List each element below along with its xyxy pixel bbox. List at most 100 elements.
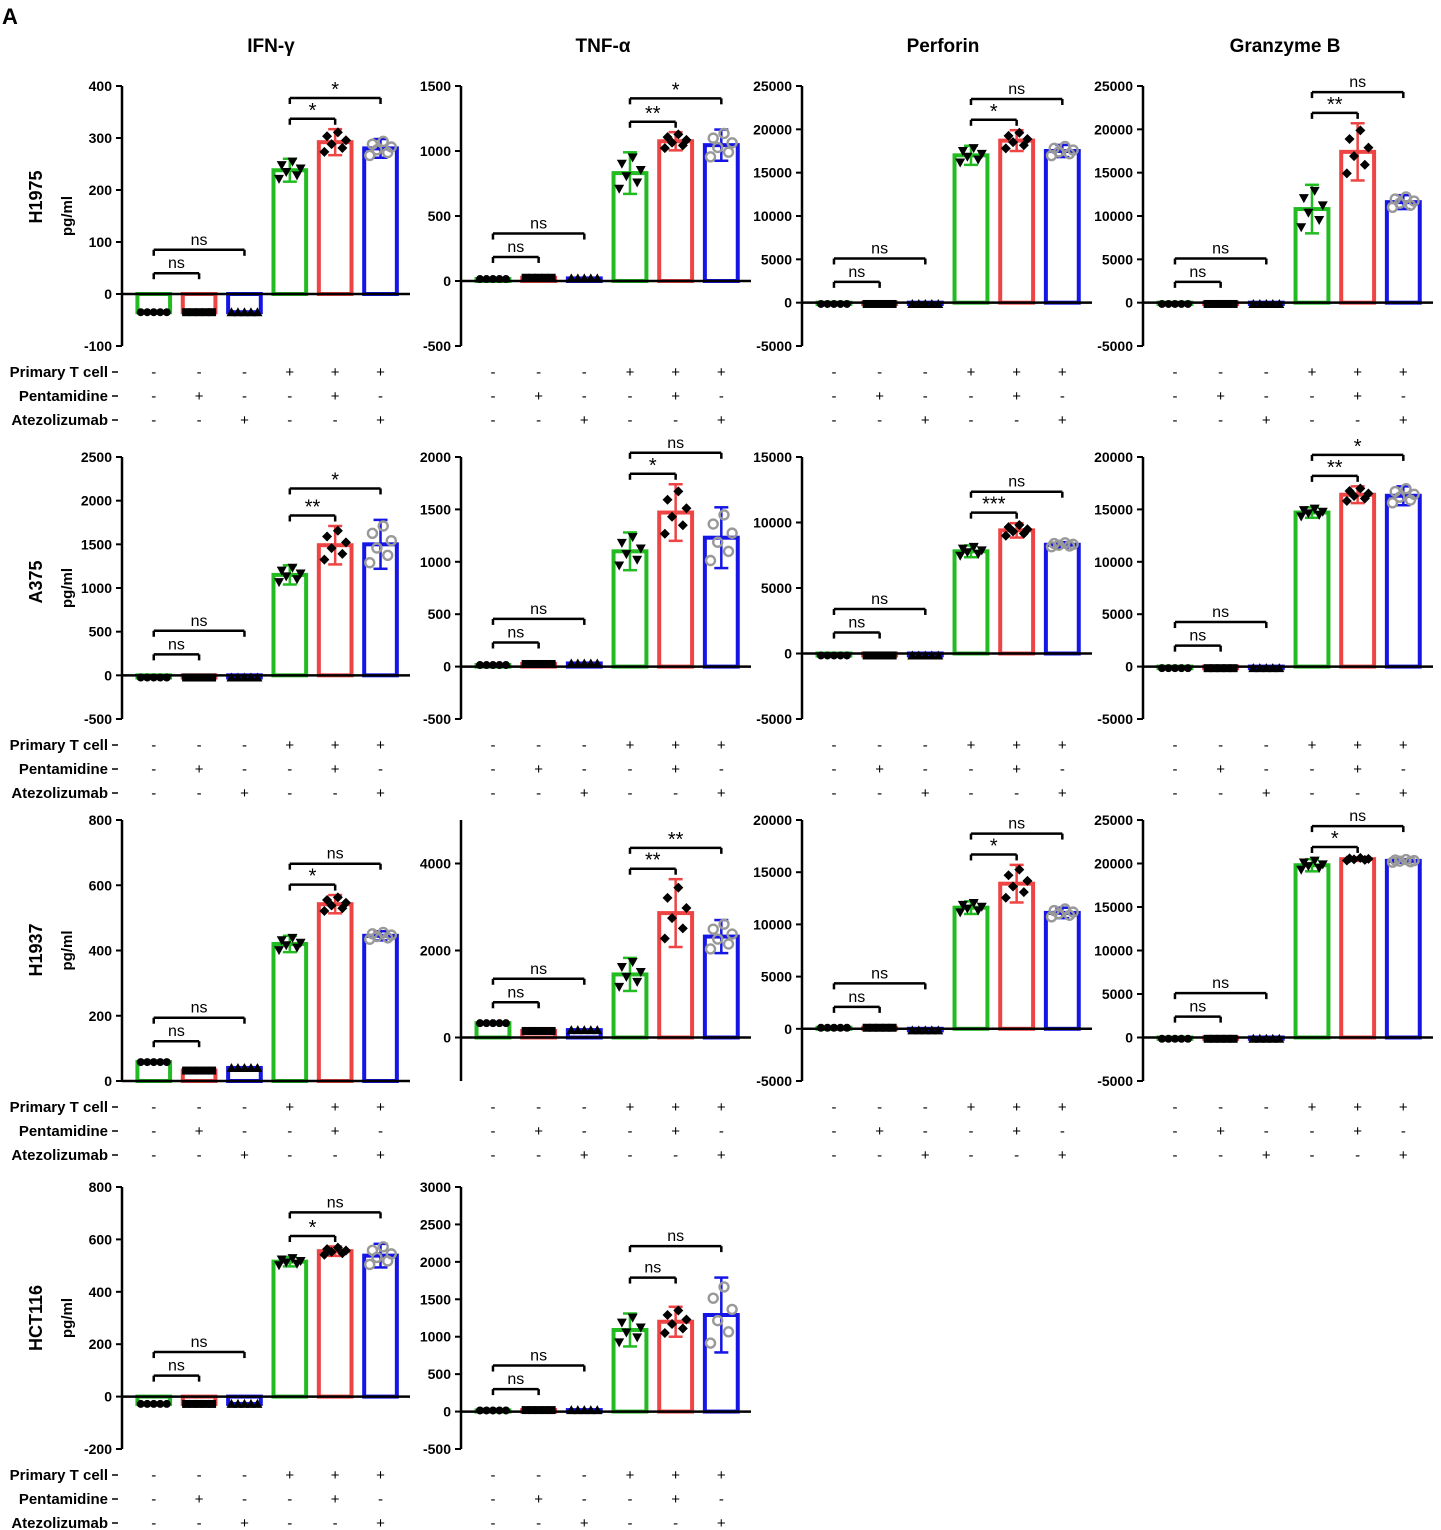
data-point [475,275,484,284]
significance-label: * [990,101,998,123]
data-point [201,1399,210,1408]
y-tick-label: 0 [443,659,451,675]
condition-sign: + [376,1147,385,1164]
condition-sign: + [921,412,930,429]
y-tick-label: 20000 [753,121,792,137]
y-tick-label: 400 [89,943,113,959]
data-point [726,928,738,940]
condition-sign: - [242,1123,247,1140]
y-tick-label: -100 [84,338,112,354]
significance-label: * [331,469,339,491]
condition-sign: + [1399,737,1408,754]
condition-sign: + [331,1491,340,1508]
condition-sign: + [285,1467,294,1484]
data-point [195,1066,204,1075]
condition-sign: + [376,1515,385,1530]
condition-sign: + [331,364,340,381]
y-tick-label: 600 [89,877,113,893]
data-point [621,172,632,182]
condition-label: Primary T cell [10,364,108,381]
data-point [495,1406,504,1415]
condition-sign: - [242,1491,247,1508]
condition-sign: - [1014,412,1019,429]
data-point [162,308,171,317]
data-point [245,1062,256,1072]
data-point [1341,496,1352,507]
condition-sign: - [197,1147,202,1164]
data-point [1183,1034,1192,1043]
data-point [1296,865,1307,875]
condition-sign: - [536,412,541,429]
data-point [340,897,351,908]
data-point [816,651,825,660]
condition-sign: - [627,412,632,429]
data-point [149,1058,158,1067]
data-point [1003,130,1014,141]
y-tick-label: 15000 [1094,899,1133,915]
y-tick-label: -500 [423,711,451,727]
data-point [704,151,717,163]
data-point [862,651,871,660]
y-tick-label: 1000 [81,580,112,596]
data-point [1203,299,1212,308]
bar-5 [316,1249,354,1399]
data-point [501,1406,510,1415]
y-tick-label: 2500 [81,449,112,465]
condition-sign: - [582,761,587,778]
condition-sign: - [1218,412,1223,429]
data-point [718,918,730,930]
data-point [528,659,537,668]
condition-sign: - [197,364,202,381]
data-point [475,1406,484,1415]
condition-sign: + [1058,1099,1067,1116]
data-point [627,958,638,968]
condition-sign: + [580,1147,589,1164]
data-point [667,511,678,522]
data-point [933,1025,944,1035]
condition-sign: + [195,388,204,405]
data-point [292,171,303,181]
data-point [1274,663,1285,673]
data-point [521,659,530,668]
data-point [1216,1034,1225,1043]
data-point [920,1025,931,1035]
condition-sign: - [490,785,495,802]
condition-sign: + [717,737,726,754]
condition-sign: - [831,412,836,429]
y-tick-label: -5000 [756,1073,792,1089]
significance-label: * [331,79,339,101]
data-point [245,307,256,317]
data-point [572,658,583,668]
data-point [322,1244,333,1255]
significance-label: ns [1212,240,1229,257]
data-point [823,299,832,308]
condition-sign: - [333,412,338,429]
data-point [1157,1034,1166,1043]
data-point [1248,1033,1259,1043]
data-point [332,892,343,903]
data-point [534,273,543,282]
y-tick-label: 1500 [420,501,451,517]
data-point [1203,664,1212,673]
data-point [136,308,145,317]
data-point [635,165,646,175]
bar-6 [362,933,399,1083]
condition-sign: + [534,388,543,405]
condition-sign: - [1172,785,1177,802]
condition-sign: + [626,1099,635,1116]
condition-sign: - [627,761,632,778]
condition-label: Pentamidine [19,1491,108,1508]
significance-label: ns [1008,474,1025,491]
data-point [616,159,627,169]
condition-sign: + [534,761,543,778]
data-point [862,1023,871,1032]
y-tick-label: 1000 [420,1329,451,1345]
data-point [869,1023,878,1032]
condition-sign: - [242,1467,247,1484]
data-point [547,1406,556,1415]
data-point [281,167,292,177]
data-point [962,152,973,162]
data-point [712,141,724,154]
